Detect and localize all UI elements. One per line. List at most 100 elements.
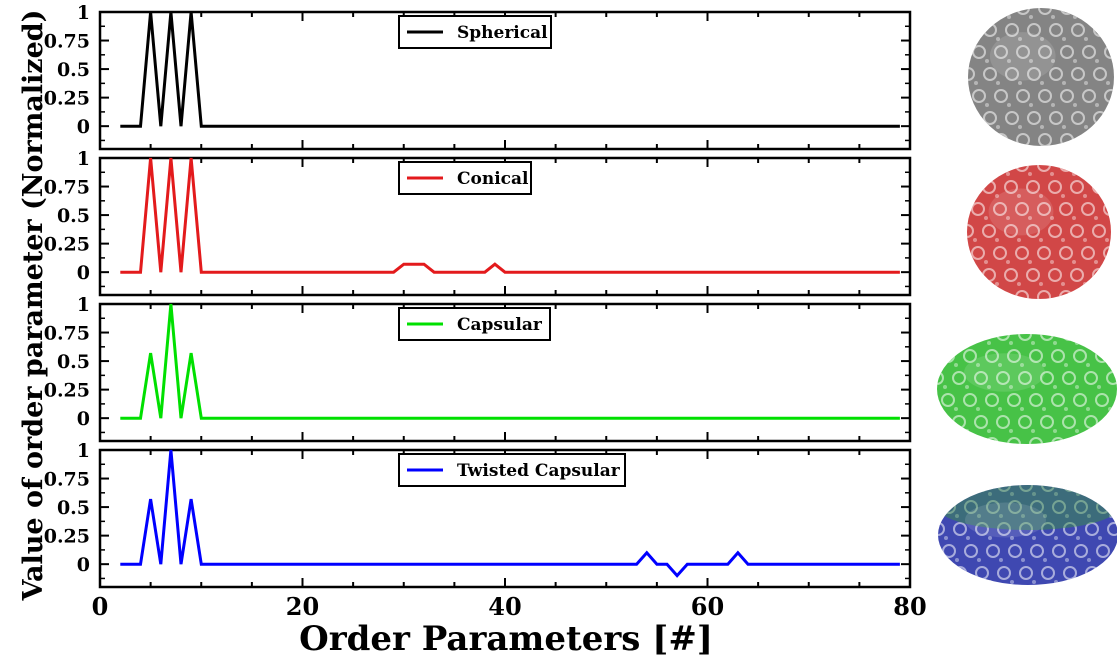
capsomer-ring: [967, 224, 974, 238]
capsomer-ring: [1019, 522, 1033, 536]
capsomer-dot: [943, 341, 947, 345]
capsomer-ring: [963, 393, 977, 407]
legend: Capsular: [398, 307, 551, 341]
capsomer-dot: [1010, 580, 1014, 584]
capsomer-dot: [1075, 429, 1079, 433]
capsomer-dot: [1062, 81, 1066, 85]
capsomer-ring: [941, 349, 955, 363]
highlight: [989, 32, 1056, 81]
capsomer-ring: [1107, 485, 1117, 492]
capsomer-ring: [1016, 89, 1030, 103]
capsomer-dot: [1007, 15, 1011, 19]
capsomer-ring: [1081, 165, 1095, 172]
capsomer-ring: [1049, 111, 1063, 125]
capsomer-ring: [1063, 522, 1077, 536]
capsomer-dot: [943, 429, 947, 433]
capsomer-ring: [993, 246, 1007, 260]
mixed-overlay: [938, 485, 1117, 530]
capsomer-ring: [1037, 246, 1051, 260]
capsomer-ring: [1084, 334, 1098, 341]
legend-label: Conical: [457, 169, 529, 189]
capsomer-ring: [1060, 8, 1074, 15]
capsomer-dot: [1042, 363, 1046, 367]
capsomer-ring: [1074, 544, 1088, 558]
capsomer-ring: [941, 393, 955, 407]
capsomer-ring: [983, 67, 997, 81]
capsomer-ring: [1059, 246, 1073, 260]
capsomer-dot: [973, 282, 977, 286]
capsomer-dot: [974, 37, 978, 41]
capsomer-ring: [1092, 180, 1106, 194]
capsomer-ring: [1096, 544, 1110, 558]
capsomer-ring: [1016, 133, 1030, 146]
capsomer-dot: [1072, 172, 1076, 176]
capsomer-ring: [1104, 133, 1114, 146]
capsomer-ring: [971, 246, 985, 260]
capsomer-dot: [1018, 81, 1022, 85]
capsomer-dot: [1098, 492, 1102, 496]
capsomer-ring: [1070, 180, 1084, 194]
capsomer-ring: [993, 290, 1007, 299]
capsomer-dot: [988, 536, 992, 540]
capsomer-ring: [1060, 45, 1074, 59]
capsomer-dot: [1020, 407, 1024, 411]
capsomer-ring: [953, 566, 967, 580]
capsomer-dot: [1065, 514, 1069, 518]
x-tick-label: 60: [691, 592, 724, 621]
capsomer-ring: [1092, 224, 1106, 238]
capsomer-ring: [1019, 566, 1033, 580]
capsomer-dot: [1017, 282, 1021, 286]
capsomer-dot: [1028, 216, 1032, 220]
capsomer-ring: [941, 437, 955, 444]
capsomer-dot: [985, 59, 989, 63]
capsomer-ring: [937, 334, 944, 341]
y-tick-label: 0.75: [44, 31, 90, 53]
capsomer-dot: [1094, 260, 1098, 264]
y-axis-title: Value of order parameter (Normalized): [18, 10, 49, 602]
capsomer-dot: [1039, 238, 1043, 242]
capsomer-dot: [1006, 172, 1010, 176]
capsomer-dot: [955, 558, 959, 562]
capsomer-dot: [965, 385, 969, 389]
capsomer-dot: [1053, 429, 1057, 433]
y-tick-label: 1: [77, 148, 90, 170]
capsomer-ring: [1041, 566, 1055, 580]
capsomer-dot: [1084, 37, 1088, 41]
capsomer-dot: [977, 558, 981, 562]
capsomer-ring: [1015, 202, 1029, 216]
capsomer-dot: [1061, 282, 1065, 286]
capsomer-dot: [1050, 260, 1054, 264]
capsomer-ring: [983, 111, 997, 125]
capsomer-dot: [1007, 103, 1011, 107]
highlight: [988, 188, 1054, 236]
capsomer-dot: [984, 216, 988, 220]
capsomer-ring: [1082, 45, 1096, 59]
series-line-conical: [120, 157, 900, 274]
capsomer-dot: [999, 558, 1003, 562]
capsomer-ring: [1008, 500, 1022, 514]
capsomer-ring: [1004, 180, 1018, 194]
capsomer-ring: [1107, 566, 1117, 580]
capsomer-dot: [1062, 125, 1066, 129]
capsomer-dot: [965, 341, 969, 345]
capsomer-ring: [1016, 45, 1030, 59]
capsomer-ring: [1082, 89, 1096, 103]
capsomer-ring: [1038, 133, 1052, 146]
capsomer-ring: [1005, 67, 1019, 81]
capsomer-ring: [971, 290, 985, 299]
capsomer-ring: [1081, 290, 1095, 299]
capsomer-ring: [1093, 67, 1107, 81]
capsomer-ring: [1038, 45, 1052, 59]
capsomer-ring: [952, 371, 966, 385]
capsomer-ring: [994, 89, 1008, 103]
capsomer-ring: [938, 522, 945, 536]
capsomer-dot: [998, 363, 1002, 367]
capsomer-ring: [1041, 522, 1055, 536]
capsomer-dot: [1061, 238, 1065, 242]
capsomer-ring: [1005, 23, 1019, 37]
capsomer-ring: [1041, 485, 1055, 492]
capsomer-ring: [964, 500, 978, 514]
capsomer-dot: [988, 492, 992, 496]
capsomer-dot: [1064, 407, 1068, 411]
capsomer-dot: [976, 451, 980, 455]
